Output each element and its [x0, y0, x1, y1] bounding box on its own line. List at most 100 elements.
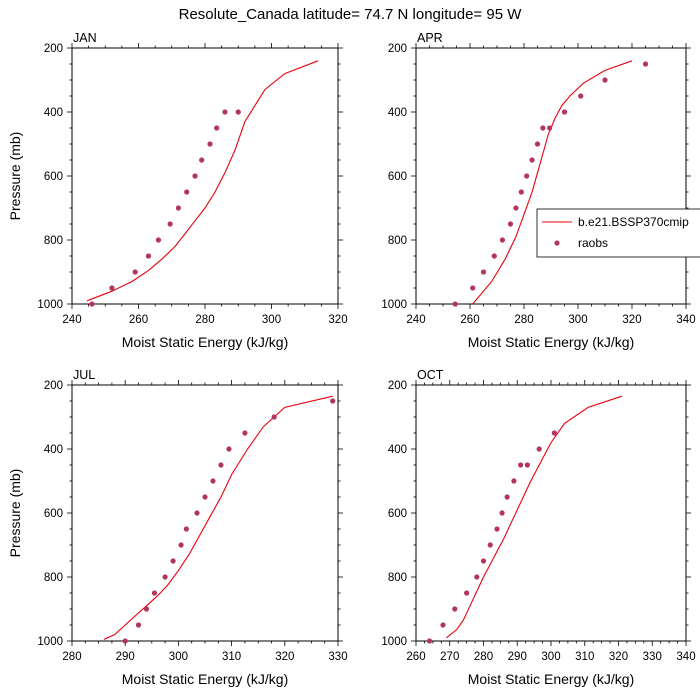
panel-jan-obs-point [199, 157, 205, 163]
panel-oct-obs-point [474, 574, 480, 580]
panel-oct: 260 270 280 290 300 310 320 330 340 200 400 600 800 1… [381, 368, 695, 687]
x-tick-label: 260 [406, 651, 425, 663]
panel-oct-obs-point [524, 462, 530, 468]
panel-jul-obs-point [151, 590, 158, 596]
y-tick-label: 200 [44, 43, 63, 55]
panel-oct-obs-point [480, 558, 487, 564]
panel-apr-obs-point [540, 125, 546, 131]
y-tick-label: 200 [388, 43, 407, 55]
legend-obs-label: raobs [578, 236, 608, 250]
panel-apr-obs-point [602, 77, 608, 83]
y-tick-label: 1000 [381, 299, 407, 311]
panel-apr-obs-point [507, 221, 514, 227]
panel-jul-frame [71, 384, 339, 642]
x-tick-label: 240 [62, 314, 81, 326]
panel-jan-ylabel: Pressure (mb) [7, 132, 23, 221]
legend-obs-marker [554, 240, 560, 246]
panel-jul-obs-point [170, 558, 176, 564]
y-tick-label: 600 [388, 171, 407, 183]
panel-jul-obs-point [135, 622, 142, 628]
panel-jul-obs-point [218, 462, 224, 468]
y-tick-label: 600 [388, 508, 407, 520]
x-tick-label: 300 [262, 314, 281, 326]
x-tick-label: 270 [440, 651, 459, 663]
panel-jan-title: JAN [73, 31, 97, 45]
panel-jan-obs-point [145, 253, 152, 259]
panel-oct-obs-point [487, 542, 493, 548]
panel-oct-obs-point [426, 638, 433, 644]
panel-jan-obs-point [132, 269, 138, 275]
panel-jan-obs-point [235, 109, 241, 115]
y-tick-label: 1000 [381, 636, 407, 648]
panel-jul-obs-point [178, 542, 184, 548]
panel-apr-obs-point [499, 237, 505, 243]
panel-oct-frame [415, 384, 687, 642]
panel-apr-obs-point [561, 109, 568, 115]
y-tick-label: 1000 [37, 636, 63, 648]
panel-jan-obs-point [222, 109, 228, 115]
panel-jan-obs-point [167, 221, 173, 227]
panel-apr-obs-point [578, 93, 584, 99]
panel-oct-obs-point [464, 590, 470, 596]
panel-jan-obs-point [184, 189, 190, 195]
panel-jan-obs-point [89, 301, 95, 307]
x-tick-label: 330 [328, 651, 347, 663]
y-tick-label: 800 [44, 572, 63, 584]
panel-apr-obs-point [534, 141, 541, 147]
panel-oct-obs-point [551, 430, 557, 436]
x-tick-label: 320 [275, 651, 294, 663]
panel-jul-obs-point [183, 526, 189, 532]
x-tick-label: 240 [406, 314, 425, 326]
panel-apr-frame [415, 47, 687, 305]
panel-jan-model-line [86, 60, 319, 302]
x-tick-label: 310 [222, 651, 241, 663]
panel-jan-obs-point [175, 205, 181, 211]
panel-apr-obs-point [524, 173, 530, 179]
x-tick-label: 260 [129, 314, 148, 326]
panel-apr-obs-point [547, 125, 553, 131]
panel-jan-obs-point [155, 237, 162, 243]
panel-oct-obs-point [518, 462, 524, 468]
figure-title: Resolute_Canada latitude= 74.7 N longitu… [179, 6, 523, 23]
panel-apr-obs-point [452, 301, 458, 307]
y-tick-label: 600 [44, 508, 63, 520]
panels: 240 260 280 300 320 200 400 600 800 1000 JAN Moist … [7, 31, 696, 687]
y-tick-label: 400 [44, 444, 63, 456]
y-tick-label: 600 [44, 171, 63, 183]
panel-apr-obs-point [480, 269, 487, 275]
panel-oct-obs-point [452, 606, 458, 612]
y-tick-label: 400 [388, 107, 407, 119]
panel-jul-obs-point [242, 430, 248, 436]
x-tick-label: 280 [474, 651, 493, 663]
x-tick-label: 320 [609, 651, 628, 663]
panel-oct-obs-point [536, 446, 542, 452]
panel-jul-obs-point [226, 446, 232, 452]
panel-oct-obs-point [494, 526, 500, 532]
panel-oct-obs-point [440, 622, 446, 628]
panel-jul-obs-point [271, 414, 277, 420]
panel-jul-obs-point [210, 478, 216, 484]
x-tick-label: 300 [568, 314, 587, 326]
panel-apr-model-line [472, 60, 633, 305]
panel-oct-obs-point [511, 478, 517, 484]
legend-model-label: b.e21.BSSP370cmip [578, 215, 689, 229]
x-tick-label: 320 [328, 314, 347, 326]
panel-jan-obs-point [214, 125, 220, 131]
panel-jul-model-line [103, 395, 333, 640]
panel-jul-obs-point [162, 574, 168, 580]
panel-apr-obs-point [529, 157, 535, 163]
panel-jan-obs-point [109, 285, 115, 291]
panel-jan-frame [71, 47, 339, 305]
x-tick-label: 290 [508, 651, 527, 663]
x-tick-label: 290 [116, 651, 135, 663]
panel-jan-obs-point [192, 173, 198, 179]
x-tick-label: 280 [195, 314, 214, 326]
x-tick-label: 280 [514, 314, 533, 326]
panel-apr-xlabel: Moist Static Energy (kJ/kg) [468, 334, 635, 350]
y-tick-label: 400 [388, 444, 407, 456]
x-tick-label: 320 [622, 314, 641, 326]
panel-jul: 280 290 300 310 320 330 200 400 600 800 1000 JUL Moi… [7, 368, 348, 687]
panel-apr-obs-point [491, 253, 497, 259]
panel-jul-obs-point [330, 398, 336, 404]
